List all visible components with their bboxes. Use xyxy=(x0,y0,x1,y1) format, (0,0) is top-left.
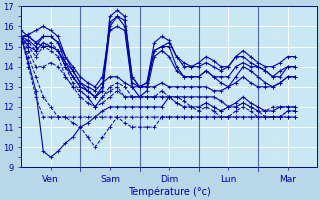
X-axis label: Température (°c): Température (°c) xyxy=(128,187,211,197)
